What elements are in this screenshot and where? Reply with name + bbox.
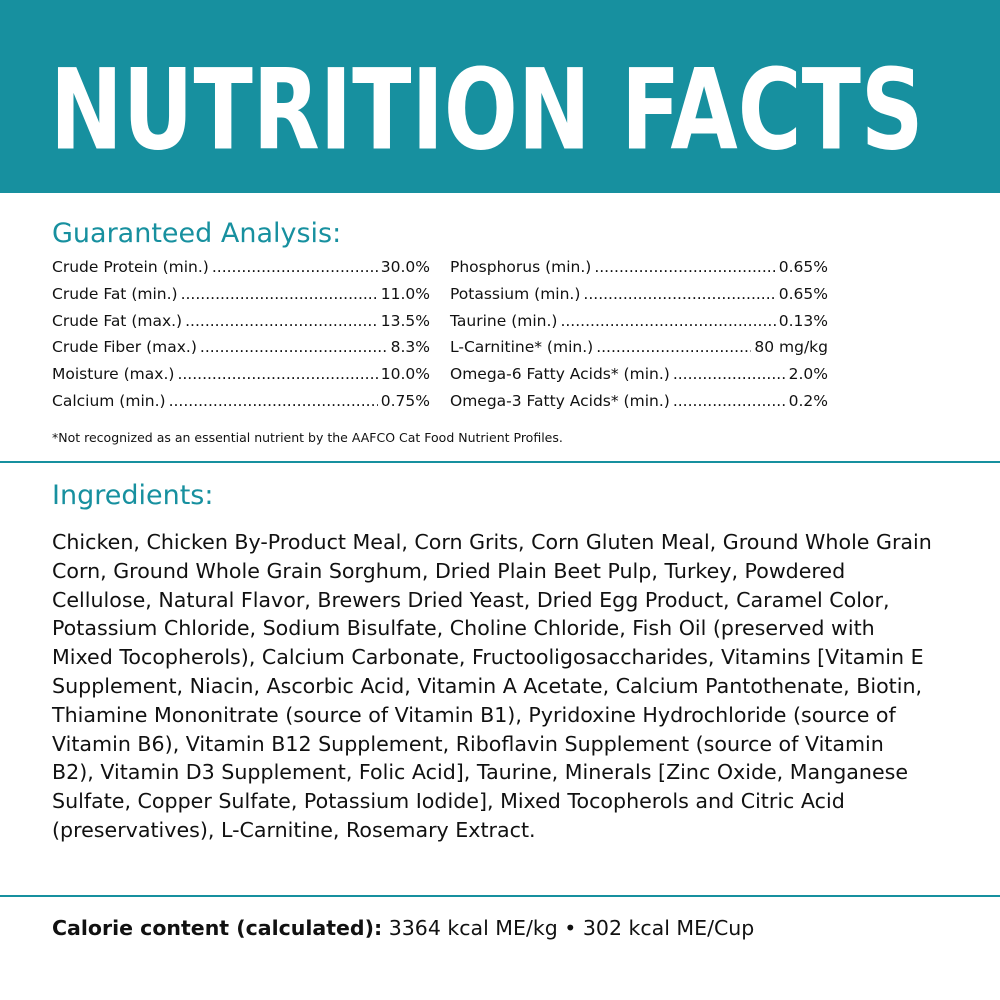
analysis-row: Omega-3 Fatty Acids* (min.) 0.2% [450,392,828,419]
calorie-label: Calorie content (calculated): [52,916,383,940]
nutrient-name: Crude Fat (min.) [52,284,178,303]
leader-dots [185,312,378,330]
leader-dots [560,312,775,330]
analysis-row: Crude Fat (min.) 11.0% [52,285,430,312]
leader-dots [212,258,378,276]
divider [0,895,1000,897]
nutrient-value: 0.65% [778,284,828,303]
leader-dots [596,338,751,356]
nutrient-name: Phosphorus (min.) [450,258,592,276]
analysis-title: Guaranteed Analysis: [52,218,342,249]
ingredients-title: Ingredients: [52,480,214,511]
nutrient-name: Potassium (min.) [450,284,581,303]
nutrient-name: Moisture (max.) [52,365,175,384]
leader-dots [200,338,388,356]
analysis-left: Crude Protein (min.) 30.0% Crude Fat (min.… [52,258,430,419]
nutrient-name: Calcium (min.) [52,391,166,410]
leader-dots [169,392,378,410]
footnote: *Not recognized as an essential nutrient… [52,430,563,445]
analysis-row: Crude Fiber (max.) 8.3% [52,338,430,365]
calorie-line: Calorie content (calculated): 3364 kcal … [52,916,754,940]
leader-dots [673,365,786,383]
analysis-row: L-Carnitine* (min.) 80 mg/kg [450,338,828,365]
divider [0,461,1000,463]
nutrient-name: Crude Fiber (max.) [52,338,197,357]
nutrient-name: L-Carnitine* (min.) [450,338,594,357]
nutrient-name: Omega-6 Fatty Acids* (min.) [450,365,670,384]
calorie-text: 3364 kcal ME/kg • 302 kcal ME/Cup [388,916,755,940]
nutrient-name: Crude Fat (max.) [52,311,183,330]
nutrient-value: 10.0% [380,365,430,384]
analysis-row: Crude Protein (min.) 30.0% [52,258,430,285]
leader-dots [181,285,378,303]
analysis-row: Phosphorus (min.) 0.65% [450,258,828,285]
header-title: NUTRITION FACTS [50,44,924,176]
analysis-row: Taurine (min.) 0.13% [450,312,828,339]
leader-dots [673,392,786,410]
nutrient-value: 8.3% [390,338,430,357]
analysis-row: Moisture (max.) 10.0% [52,365,430,392]
ingredients-text: Chicken, Chicken By-Product Meal, Corn G… [52,530,932,842]
analysis-row: Potassium (min.) 0.65% [450,285,828,312]
analysis-row: Crude Fat (max.) 13.5% [52,312,430,339]
nutrient-name: Taurine (min.) [450,311,558,330]
analysis-right: Phosphorus (min.) 0.65% Potassium (min.) 0.… [450,258,828,419]
nutrient-value: 80 mg/kg [754,338,828,357]
leader-dots [583,285,775,303]
nutrient-value: 0.2% [788,391,828,410]
nutrient-value: 11.0% [380,284,430,303]
nutrient-value: 0.65% [778,258,828,276]
nutrient-value: 0.75% [380,391,430,410]
leader-dots [177,365,377,383]
nutrient-name: Omega-3 Fatty Acids* (min.) [450,391,670,410]
nutrient-value: 13.5% [380,311,430,330]
analysis-row: Omega-6 Fatty Acids* (min.) 2.0% [450,365,828,392]
analysis-row: Calcium (min.) 0.75% [52,392,430,419]
nutrient-value: 30.0% [380,258,430,276]
header-banner: NUTRITION FACTS [0,0,1000,193]
nutrient-value: 0.13% [778,311,828,330]
nutrient-value: 2.0% [788,365,828,384]
leader-dots [594,258,775,276]
nutrient-name: Crude Protein (min.) [52,258,209,276]
